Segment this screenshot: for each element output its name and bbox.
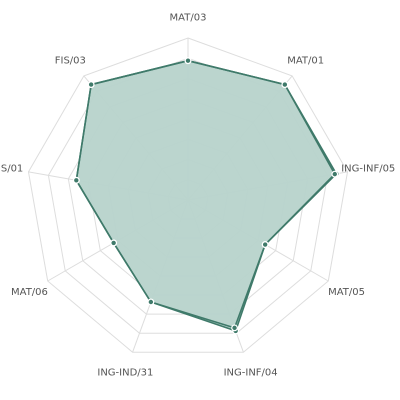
- data-point: [147, 298, 155, 306]
- category-labels: MAT/03 MAT/01 ING-INF/05 MAT/05 ING-INF/04 IN…: [0, 12, 395, 378]
- data-point: [231, 324, 238, 332]
- data-point: [72, 176, 80, 184]
- radar-points: [72, 57, 340, 335]
- category-label: MAT/01: [287, 55, 324, 66]
- series-area: [75, 59, 336, 329]
- category-label: FIS/03: [55, 55, 86, 66]
- data-point: [331, 170, 339, 178]
- category-label: ING-INF/05: [341, 164, 395, 175]
- grid-ring: [27, 37, 349, 353]
- category-label: MAT/05: [328, 287, 365, 298]
- data-point: [281, 81, 289, 88]
- category-label: FIS/01: [0, 164, 23, 175]
- category-label: MAT/06: [11, 287, 48, 298]
- series-area: [75, 59, 338, 332]
- data-point: [184, 57, 192, 65]
- category-label: ING-IND/31: [97, 368, 153, 379]
- data-point: [87, 81, 95, 88]
- category-label: MAT/03: [170, 12, 207, 23]
- category-label: ING-INF/04: [224, 368, 278, 379]
- data-point: [110, 239, 118, 247]
- radar-area-layer: [75, 59, 338, 332]
- data-point: [261, 241, 269, 248]
